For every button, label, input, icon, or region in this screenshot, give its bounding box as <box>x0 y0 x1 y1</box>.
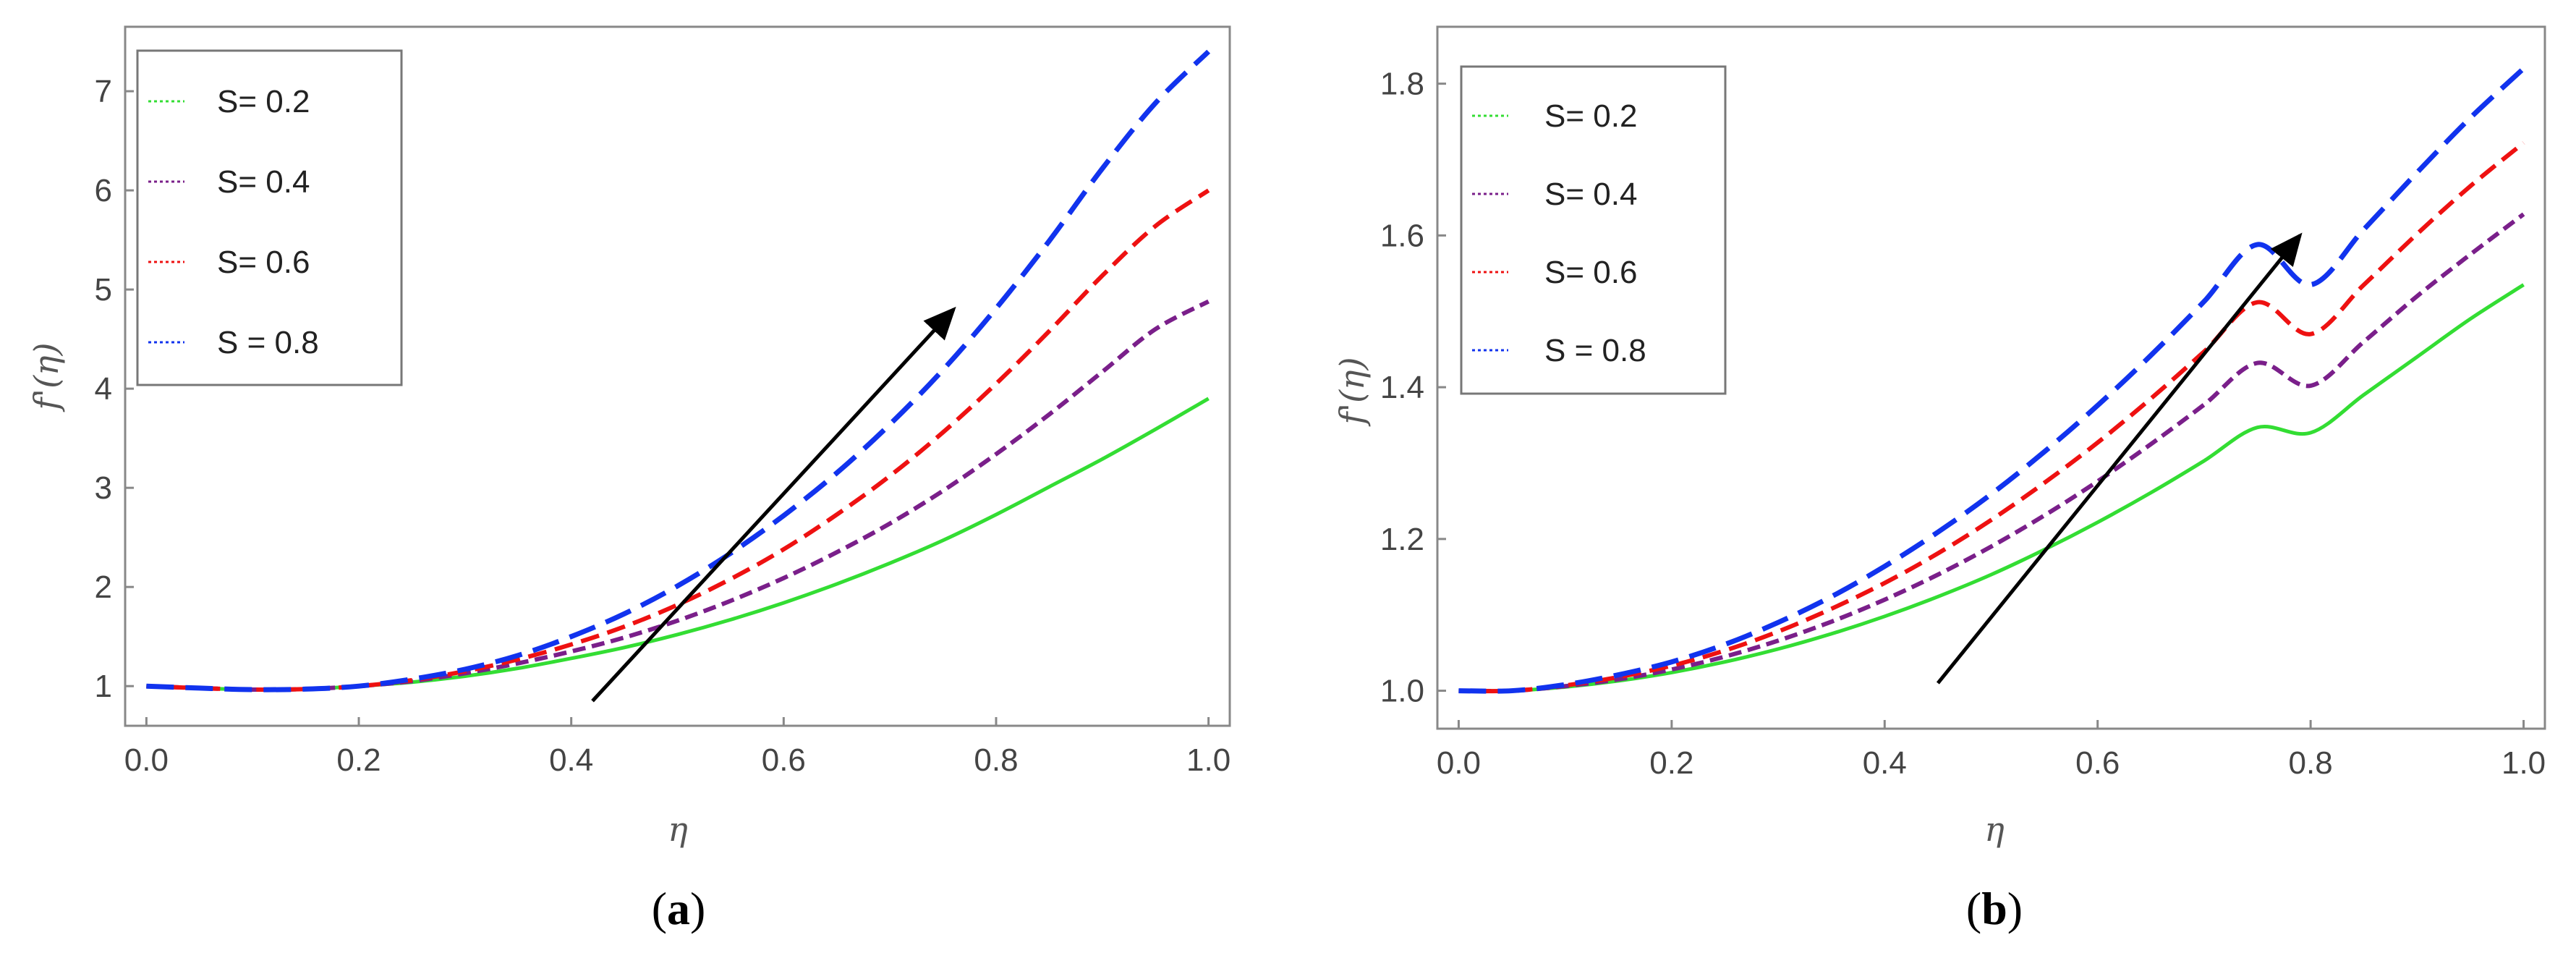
x-tick-label: 1.0 <box>1186 742 1230 778</box>
y-tick-label: 1.0 <box>1380 674 1424 709</box>
legend-label: S = 0.8 <box>217 325 319 360</box>
panel-a-trend-arrow <box>591 306 956 703</box>
panel-b-series <box>1458 67 2525 694</box>
panel-b-y-axis: 1.0 1.2 1.4 1.6 1.8 <box>1380 67 1446 709</box>
series-line-3 <box>1458 141 2525 694</box>
y-tick-label: 1 <box>95 669 112 704</box>
panel-b-chart: 1.0 1.2 1.4 1.6 1.8 0.0 0.2 0.4 0.6 0.8 1.0 S= 0.… <box>1332 25 2546 934</box>
panel-a-x-axis: 0.0 0.2 0.4 0.6 0.8 1.0 <box>124 717 1230 778</box>
y-tick-label: 2 <box>95 569 112 605</box>
panel-b-trend-arrow <box>1936 232 2303 685</box>
legend-label: S= 0.4 <box>1544 177 1637 212</box>
panel-b-frame <box>1436 25 2546 730</box>
legend-label: S = 0.8 <box>1544 333 1646 368</box>
panel-a-x-label: η <box>668 810 688 849</box>
series-line-4 <box>1458 67 2525 694</box>
x-tick-label: 0.2 <box>1649 745 1693 781</box>
series-line-3 <box>146 188 1210 692</box>
x-tick-label: 0.6 <box>2075 745 2120 781</box>
y-tick-label: 7 <box>95 74 112 109</box>
x-tick-label: 0.0 <box>124 742 169 778</box>
x-tick-label: 0.8 <box>2289 745 2333 781</box>
panel-b-legend-box <box>1460 65 1727 395</box>
panel-b-x-label: η <box>1984 810 2005 849</box>
series-line-4 <box>146 49 1211 692</box>
x-tick-label: 0.8 <box>974 742 1018 778</box>
x-tick-label: 0.2 <box>336 742 381 778</box>
legend-label: S= 0.4 <box>217 164 310 200</box>
x-tick-label: 0.6 <box>762 742 806 778</box>
x-tick-label: 0.4 <box>1863 745 1907 781</box>
series-line-2 <box>1458 212 2525 694</box>
x-tick-label: 0.4 <box>549 742 593 778</box>
panel-b-caption: (b) <box>1966 883 2023 934</box>
panel-b-legend: S= 0.2 S= 0.4 S= 0.6 S = 0.8 <box>1460 65 1727 395</box>
series-line-1 <box>146 397 1210 692</box>
panel-a-legend: S= 0.2 S= 0.4 S= 0.6 S = 0.8 <box>136 49 403 386</box>
legend-label: S= 0.6 <box>1544 255 1637 290</box>
panel-a-series <box>146 49 1211 692</box>
panel-a-y-label: f'(η) <box>27 342 66 412</box>
legend-label: S= 0.2 <box>217 84 310 119</box>
y-tick-label: 4 <box>95 371 112 407</box>
y-tick-label: 6 <box>95 173 112 208</box>
panel-b-x-axis: 0.0 0.2 0.4 0.6 0.8 1.0 <box>1437 720 2546 781</box>
x-tick-label: 0.0 <box>1437 745 1481 781</box>
legend-label: S= 0.6 <box>217 245 310 280</box>
x-tick-label: 1.0 <box>2501 745 2546 781</box>
y-tick-label: 1.8 <box>1380 67 1424 102</box>
y-tick-label: 3 <box>95 470 112 506</box>
y-tick-label: 1.2 <box>1380 522 1424 557</box>
y-tick-label: 5 <box>95 272 112 308</box>
panel-a-frame <box>124 25 1231 727</box>
panel-a-y-axis: 1 2 3 4 5 6 7 <box>95 74 134 704</box>
legend-label: S= 0.2 <box>1544 98 1637 134</box>
panel-b-y-label: f'(η) <box>1332 357 1372 426</box>
panel-a-legend-box <box>136 49 403 386</box>
panel-a-caption: (a) <box>652 883 706 934</box>
y-tick-label: 1.6 <box>1380 218 1424 253</box>
y-tick-label: 1.4 <box>1380 370 1424 405</box>
